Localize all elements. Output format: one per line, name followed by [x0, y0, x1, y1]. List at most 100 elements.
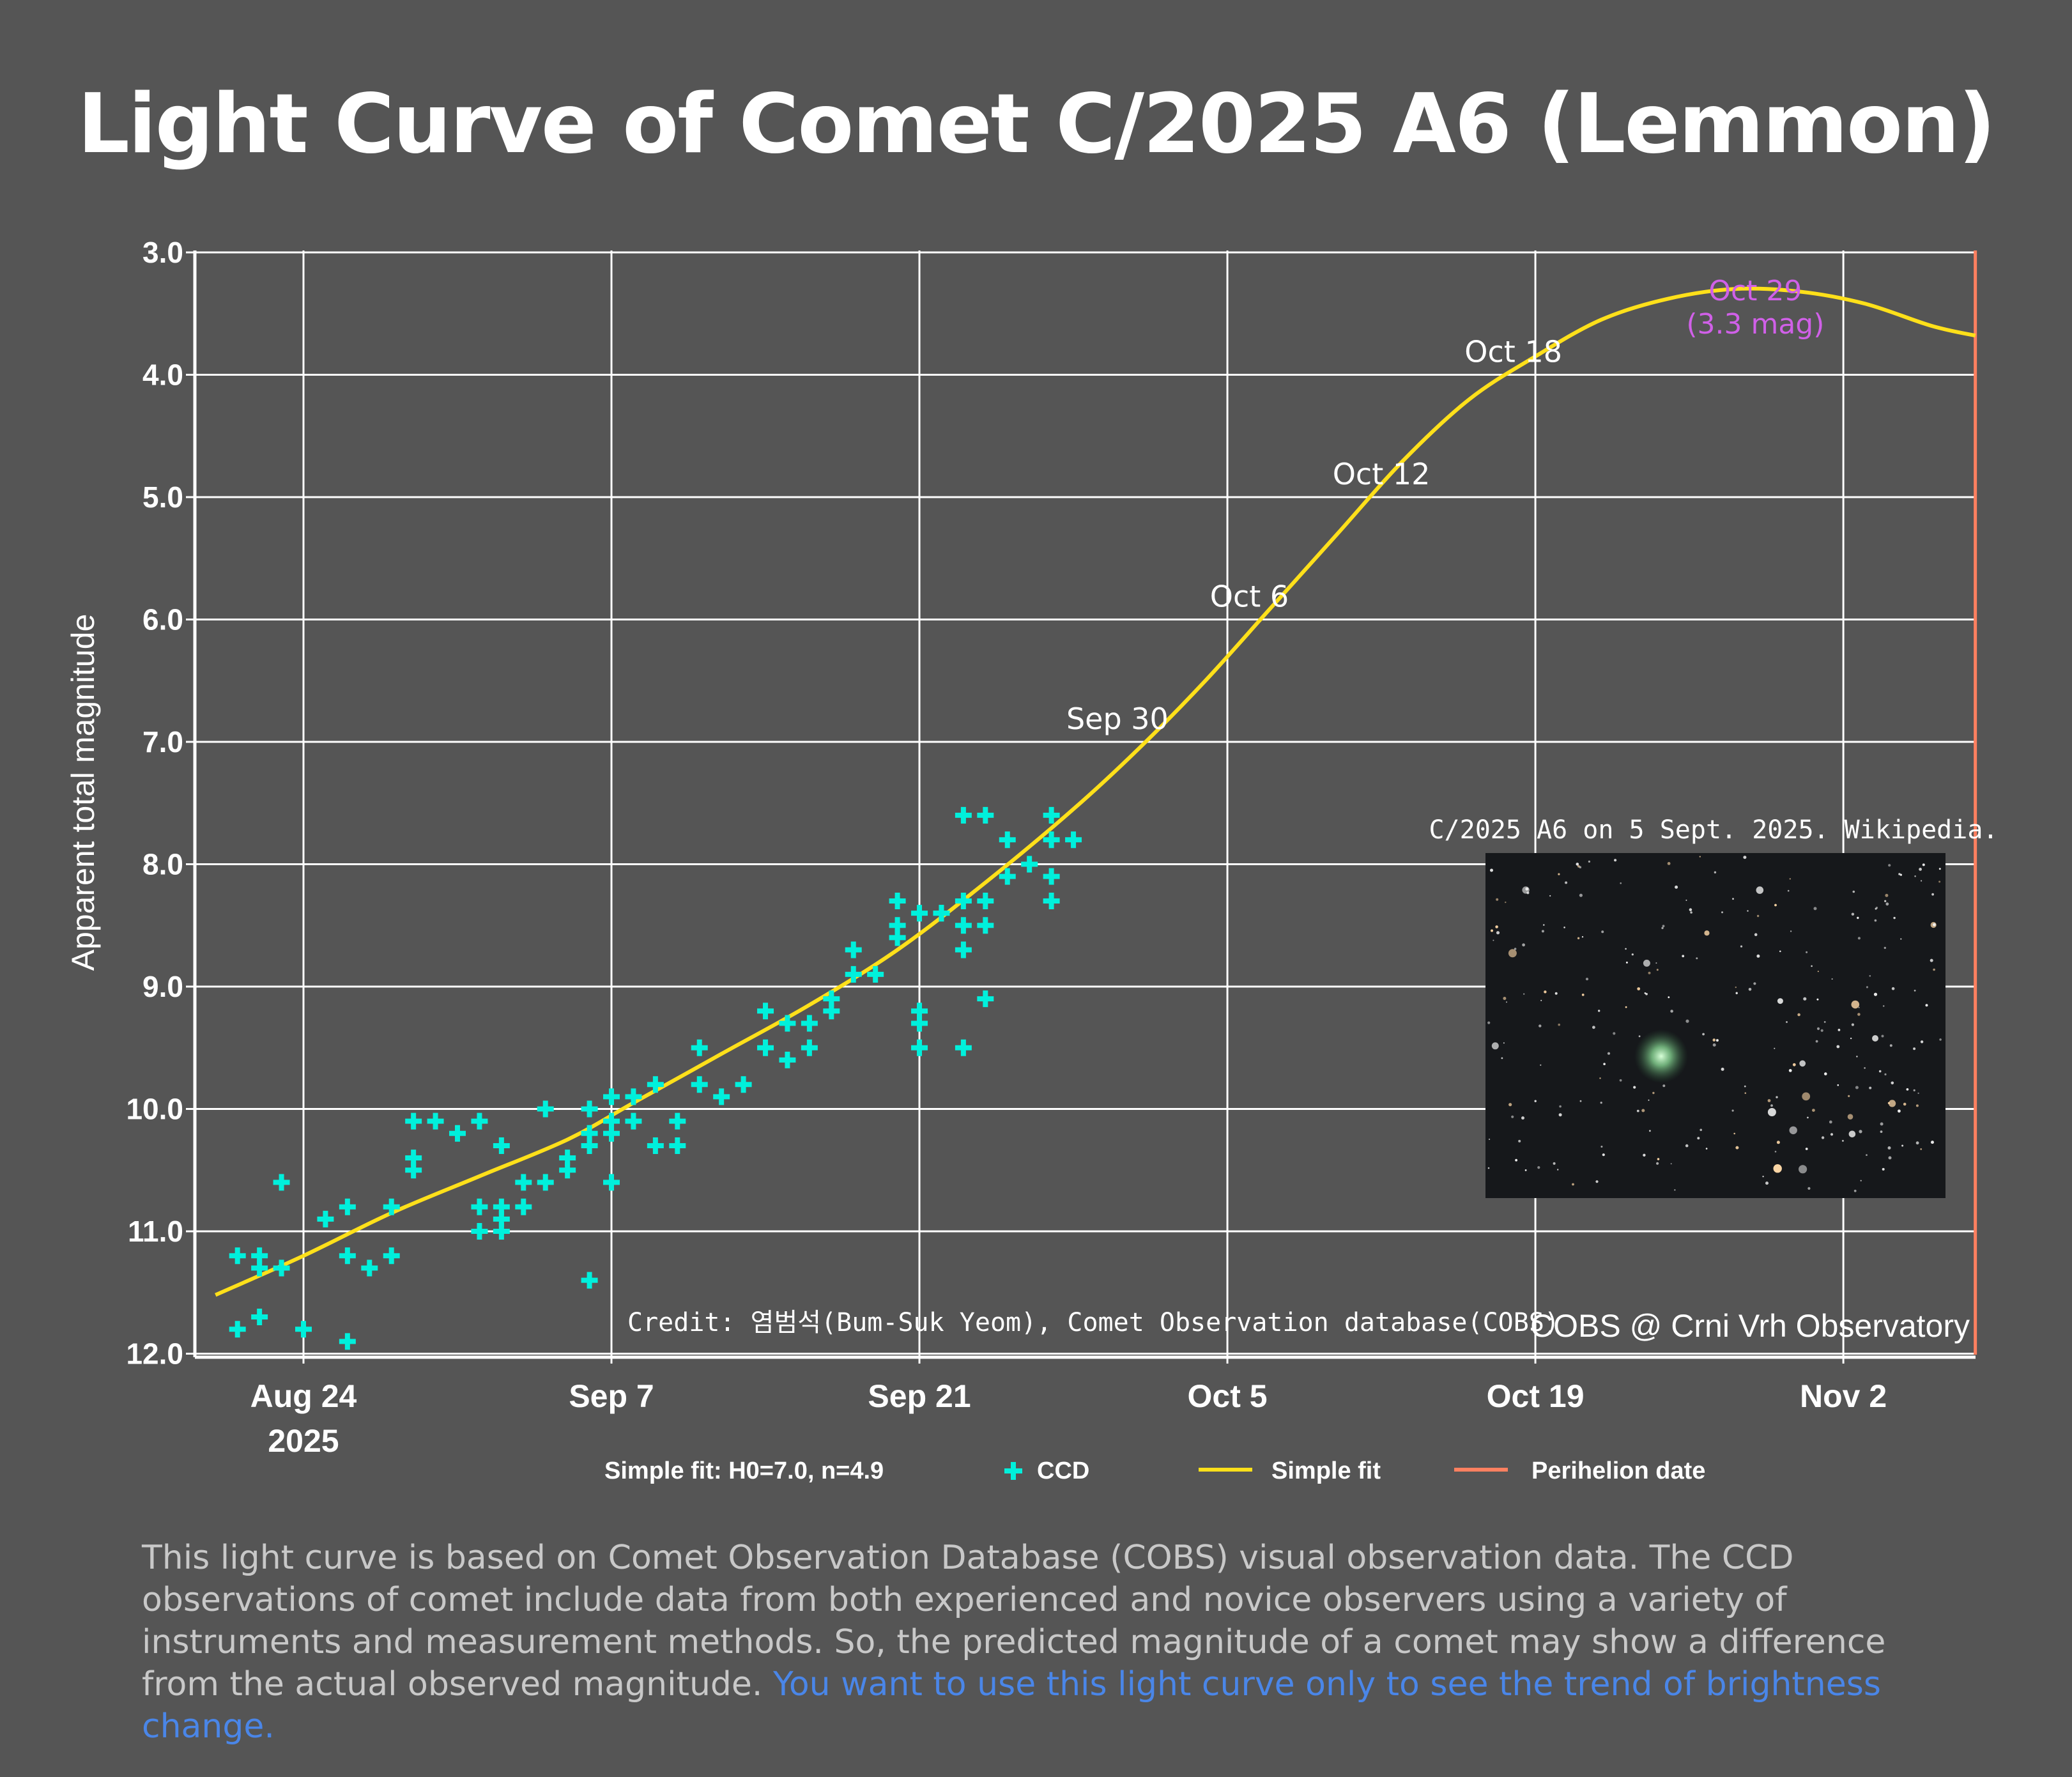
photo-star [1901, 1144, 1904, 1147]
photo-star [1518, 1139, 1521, 1142]
photo-star [1491, 929, 1493, 932]
photo-star [1572, 1183, 1574, 1186]
ccd-point [933, 905, 950, 922]
photo-star [1732, 898, 1734, 900]
ccd-point [955, 1039, 972, 1056]
photo-star [1915, 1104, 1919, 1107]
photo-star [1799, 1060, 1806, 1067]
ccd-point [537, 1100, 554, 1118]
date-annotations: Sep 30 Oct 6 Oct 12 Oct 18 [1066, 335, 1562, 737]
ccd-point [1021, 856, 1038, 873]
ccd-point [977, 892, 994, 909]
ccd-point [537, 1174, 554, 1191]
photo-star [1588, 860, 1590, 863]
photo-star [1939, 1038, 1942, 1041]
photo-star [1817, 971, 1819, 973]
photo-star [1914, 875, 1916, 877]
photo-star [1721, 911, 1723, 914]
photo-star [1744, 1092, 1747, 1094]
legend-fit-params: Simple fit: H0=7.0, n=4.9 [604, 1458, 884, 1484]
photo-star [1930, 958, 1933, 962]
ccd-point [779, 1015, 796, 1032]
ccd-point [757, 1039, 774, 1056]
ccd-point [471, 1112, 488, 1130]
photo-star [1847, 1114, 1853, 1119]
photo-star [1887, 1146, 1891, 1150]
photo-star [1579, 893, 1583, 897]
photo-star [1543, 924, 1545, 926]
footer-text: This light curve is based on Comet Obser… [142, 1539, 1886, 1704]
ccd-point [603, 1174, 620, 1191]
photo-star [1851, 1000, 1860, 1009]
photo-star [1857, 1013, 1861, 1016]
photo-star [1815, 1040, 1818, 1043]
ccd-point [361, 1259, 378, 1277]
photo-star [1850, 1037, 1852, 1040]
photo-star [1540, 999, 1542, 1001]
photo-star [1603, 1063, 1606, 1065]
photo-star [1613, 1032, 1616, 1035]
light-curve-chart: 3.0 4.0 5.0 6.0 7.0 8.0 9.0 10.0 11.0 12.0 Aug 24… [65, 236, 1999, 1484]
date-annotation: Oct 12 [1333, 457, 1431, 491]
photo-star [1563, 927, 1565, 928]
ccd-point [1065, 831, 1082, 849]
x-tick-label: Sep 7 [569, 1378, 654, 1414]
photo-star [1855, 1086, 1859, 1089]
photo-star [1860, 1180, 1862, 1181]
ccd-point [955, 892, 972, 909]
ccd-point [845, 941, 862, 958]
ccd-point [647, 1076, 664, 1093]
photo-star [1884, 900, 1887, 902]
photo-star [1919, 868, 1922, 871]
photo-star [1885, 893, 1889, 897]
photo-star [1872, 1035, 1878, 1042]
photo-star [1592, 1026, 1595, 1029]
photo-star [1899, 873, 1902, 876]
photo-star [1893, 916, 1896, 919]
photo-star [1803, 997, 1807, 1001]
ccd-point [405, 1162, 422, 1179]
photo-star [1656, 969, 1659, 971]
photo-star [1735, 992, 1738, 994]
photo-star [1787, 889, 1790, 892]
photo-star [1503, 997, 1507, 1000]
photo-star [1579, 1100, 1582, 1102]
photo-star [1767, 1099, 1771, 1102]
photo-star [1607, 1052, 1611, 1055]
photo-star [1882, 1005, 1885, 1007]
ccd-point [603, 1088, 620, 1105]
ccd-point [999, 868, 1016, 885]
photo-star [1891, 987, 1895, 990]
photo-star [1807, 1187, 1811, 1190]
photo-star [1579, 866, 1582, 868]
photo-star [1675, 885, 1678, 889]
photo-star [1652, 1091, 1655, 1095]
photo-star [1836, 1045, 1840, 1049]
photo-star [1875, 907, 1877, 910]
photo-star [1885, 902, 1889, 906]
photo-star [1830, 1133, 1834, 1136]
photo-star [1702, 1033, 1705, 1036]
photo-star [1697, 1137, 1700, 1140]
photo-star [1668, 996, 1670, 999]
photo-star [1779, 950, 1781, 953]
photo-star [1884, 946, 1886, 950]
chart-title: Light Curve of Comet C/2025 A6 (Lemmon) [77, 77, 1995, 172]
peak-annotation: Oct 29 (3.3 mag) [1686, 275, 1824, 341]
ccd-point [229, 1247, 246, 1265]
photo-star [1625, 948, 1627, 950]
photo-star [1496, 931, 1500, 935]
photo-star [1880, 1122, 1884, 1126]
photo-star [1690, 911, 1692, 914]
photo-star [1864, 1067, 1866, 1069]
photo-star [1631, 953, 1634, 956]
photo-star [1712, 1038, 1716, 1042]
photo-star [1888, 864, 1891, 867]
photo-star [1921, 880, 1922, 882]
photo-star [1874, 919, 1877, 922]
ccd-point [493, 1137, 510, 1154]
footer-highlight: You want to use this light curve only to… [142, 1665, 1881, 1746]
y-tick-labels: 3.0 4.0 5.0 6.0 7.0 8.0 9.0 10.0 11.0 12.0 [126, 236, 183, 1371]
photo-star [1685, 1019, 1689, 1023]
ccd-point [1043, 868, 1060, 885]
